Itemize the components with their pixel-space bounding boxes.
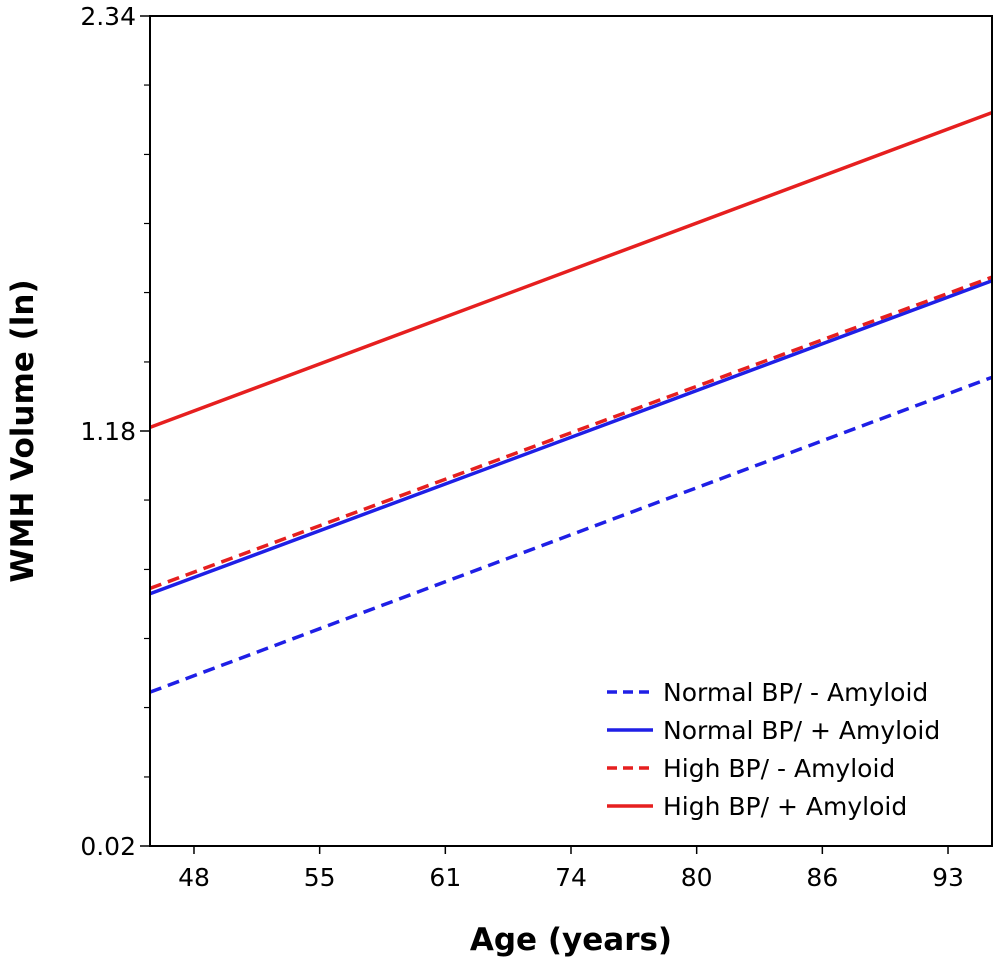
series-layer (149, 110, 993, 694)
series-line-1 (149, 375, 993, 694)
x-tick-label: 80 (681, 863, 713, 892)
series-line-3 (149, 275, 993, 591)
legend: Normal BP/ - Amyloid Normal BP/ + Amyloid… (607, 678, 940, 821)
x-tick-label: 48 (178, 863, 210, 892)
x-tick-label: 55 (304, 863, 336, 892)
x-axis-title: Age (years) (470, 922, 672, 958)
x-tick-label: 86 (806, 863, 838, 892)
x-tick-label: 93 (932, 863, 964, 892)
y-tick-label: 1.18 (80, 417, 136, 446)
y-axis-title: WMH Volume (ln) (5, 279, 41, 582)
x-axis-ticks: 48 55 61 74 80 86 93 (178, 846, 964, 892)
series-line-4 (149, 110, 993, 430)
legend-label-1: Normal BP/ - Amyloid (663, 678, 928, 707)
y-tick-label: 0.02 (80, 832, 136, 861)
legend-label-3: High BP/ - Amyloid (663, 754, 895, 783)
y-tick-label: 2.34 (80, 2, 136, 31)
x-tick-label: 74 (555, 863, 587, 892)
legend-label-4: High BP/ + Amyloid (663, 792, 907, 821)
x-tick-label: 61 (429, 863, 461, 892)
y-axis-ticks: 0.02 1.18 2.34 (80, 2, 150, 861)
series-line-2 (149, 279, 993, 596)
legend-label-2: Normal BP/ + Amyloid (663, 716, 940, 745)
